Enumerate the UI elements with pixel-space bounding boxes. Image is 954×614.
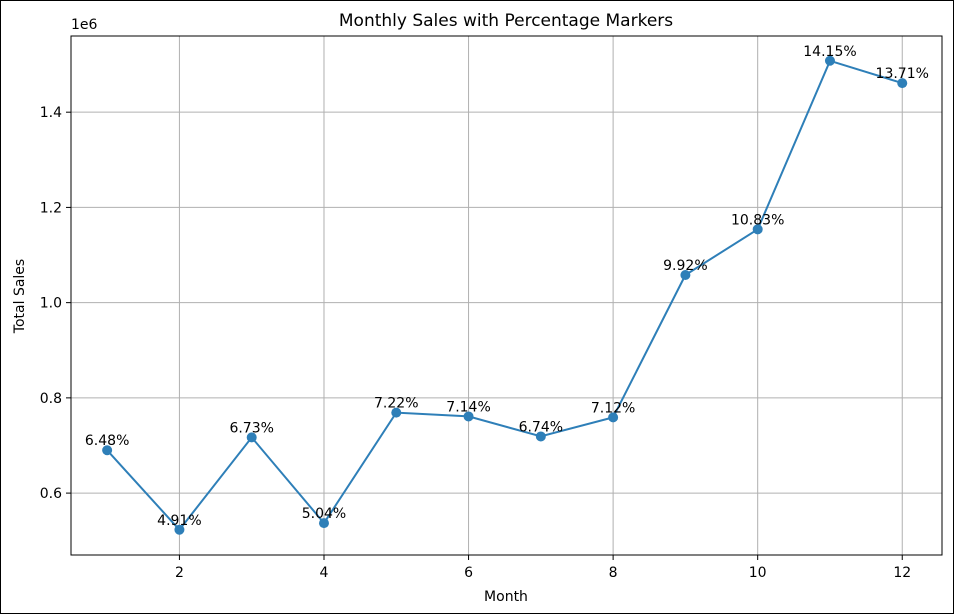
x-axis-label: Month	[484, 589, 528, 605]
data-point	[752, 224, 763, 235]
data-point	[174, 524, 185, 535]
plot-area	[70, 35, 943, 556]
x-tick-label: 12	[893, 565, 911, 581]
data-label: 10.83%	[731, 212, 784, 228]
data-point	[535, 431, 546, 442]
data-point	[897, 78, 908, 89]
data-label: 4.91%	[157, 513, 201, 529]
x-tick-label: 10	[749, 565, 767, 581]
x-tick-label: 2	[175, 565, 184, 581]
data-point	[246, 432, 257, 443]
data-point	[102, 445, 113, 456]
y-offset-label: 1e6	[71, 17, 98, 33]
data-point	[463, 411, 474, 422]
x-tick-label: 4	[320, 565, 329, 581]
series-line	[106, 59, 903, 532]
data-label: 7.22%	[374, 396, 418, 412]
data-label: 6.73%	[229, 420, 273, 436]
axis-ticks: 2 4 6 8 10 12 0.6 0.8 1.0 1.2 1.4	[40, 105, 911, 581]
data-label: 13.71%	[876, 66, 929, 82]
data-points	[102, 55, 908, 535]
grid	[71, 36, 942, 555]
y-tick-label: 1.2	[40, 200, 62, 216]
data-label: 9.92%	[663, 258, 707, 274]
chart-title: Monthly Sales with Percentage Markers	[339, 11, 673, 31]
y-axis-label: Total Sales	[12, 259, 28, 334]
data-point	[318, 518, 329, 529]
data-label: 6.48%	[85, 433, 129, 449]
data-label: 6.74%	[519, 419, 563, 435]
data-labels: 6.48% 4.91% 6.73% 5.04% 7.22% 7.14% 6.74% 7.12%…	[85, 44, 929, 529]
data-label: 7.12%	[591, 400, 635, 416]
data-point	[680, 270, 691, 281]
y-tick-label: 0.6	[40, 486, 62, 502]
x-tick-label: 8	[609, 565, 618, 581]
data-label: 7.14%	[446, 399, 490, 415]
data-point	[824, 55, 835, 66]
y-tick-label: 1.0	[40, 296, 62, 312]
data-point	[391, 407, 402, 418]
data-label: 5.04%	[302, 506, 346, 522]
x-tick-label: 6	[464, 565, 473, 581]
y-tick-label: 0.8	[40, 391, 62, 407]
data-point	[608, 412, 619, 423]
data-label: 14.15%	[803, 44, 856, 60]
y-tick-label: 1.4	[40, 105, 62, 121]
